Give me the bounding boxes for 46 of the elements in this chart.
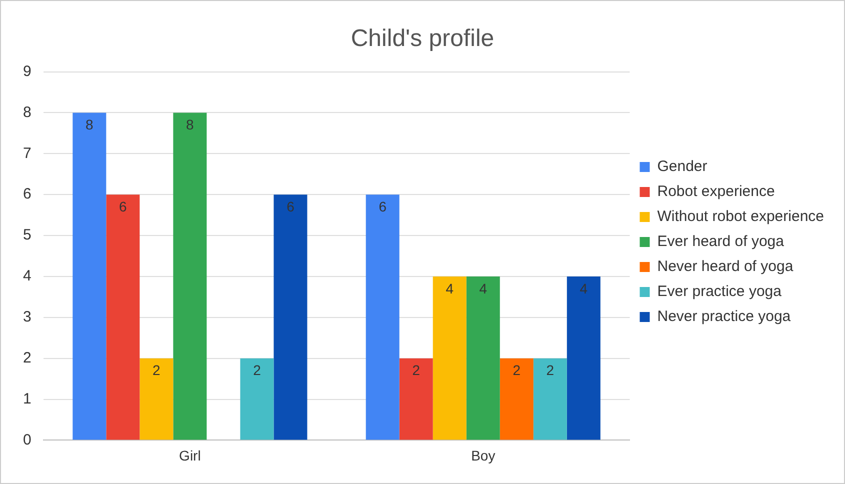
- bar: [72, 112, 106, 440]
- data-label: 2: [412, 362, 420, 378]
- data-label: 8: [86, 116, 94, 133]
- data-label: 8: [186, 116, 194, 133]
- y-tick-label: 3: [23, 308, 32, 326]
- legend-label: Without robot experience: [657, 208, 824, 226]
- legend-label: Gender: [657, 158, 708, 176]
- y-tick-label: 7: [23, 144, 32, 162]
- data-label: 6: [378, 198, 387, 214]
- bar: [173, 112, 207, 440]
- y-tick-label: 4: [23, 268, 32, 285]
- bar: [274, 194, 308, 440]
- data-label: 2: [152, 362, 161, 378]
- data-label: 2: [512, 362, 521, 378]
- data-label: 4: [479, 280, 488, 296]
- legend-label: Never practice yoga: [657, 308, 792, 326]
- y-tick-label: 0: [23, 431, 32, 448]
- bar: [399, 358, 433, 440]
- data-label: 6: [119, 198, 128, 214]
- y-tick-label: 1: [23, 390, 32, 408]
- data-label: 2: [253, 362, 262, 378]
- legend-label: Ever practice yoga: [657, 283, 782, 300]
- bar: [533, 358, 567, 440]
- bar: [566, 276, 600, 440]
- x-tick-label: Boy: [471, 447, 496, 464]
- legend-label: Robot experience: [657, 183, 775, 200]
- data-label: 2: [546, 362, 554, 378]
- y-tick-label: 9: [23, 62, 32, 80]
- y-tick-label: 5: [23, 226, 32, 244]
- bar: [106, 194, 140, 440]
- bar: [366, 194, 400, 440]
- chart-title: Child's profile: [350, 25, 494, 52]
- x-tick-label: Girl: [179, 447, 201, 464]
- legend-label: Ever heard of yoga: [657, 233, 785, 250]
- data-label: 6: [286, 198, 295, 214]
- y-tick-label: 8: [23, 104, 32, 121]
- legend-label: Never heard of yoga: [657, 258, 794, 276]
- bar: [240, 358, 274, 440]
- bar: [432, 276, 466, 440]
- bar: [466, 276, 500, 440]
- y-tick-label: 2: [23, 349, 32, 366]
- data-label: 4: [446, 280, 454, 296]
- bar: [140, 358, 174, 440]
- bar: [500, 358, 534, 440]
- y-tick-label: 6: [23, 186, 32, 203]
- data-label: 4: [580, 280, 588, 296]
